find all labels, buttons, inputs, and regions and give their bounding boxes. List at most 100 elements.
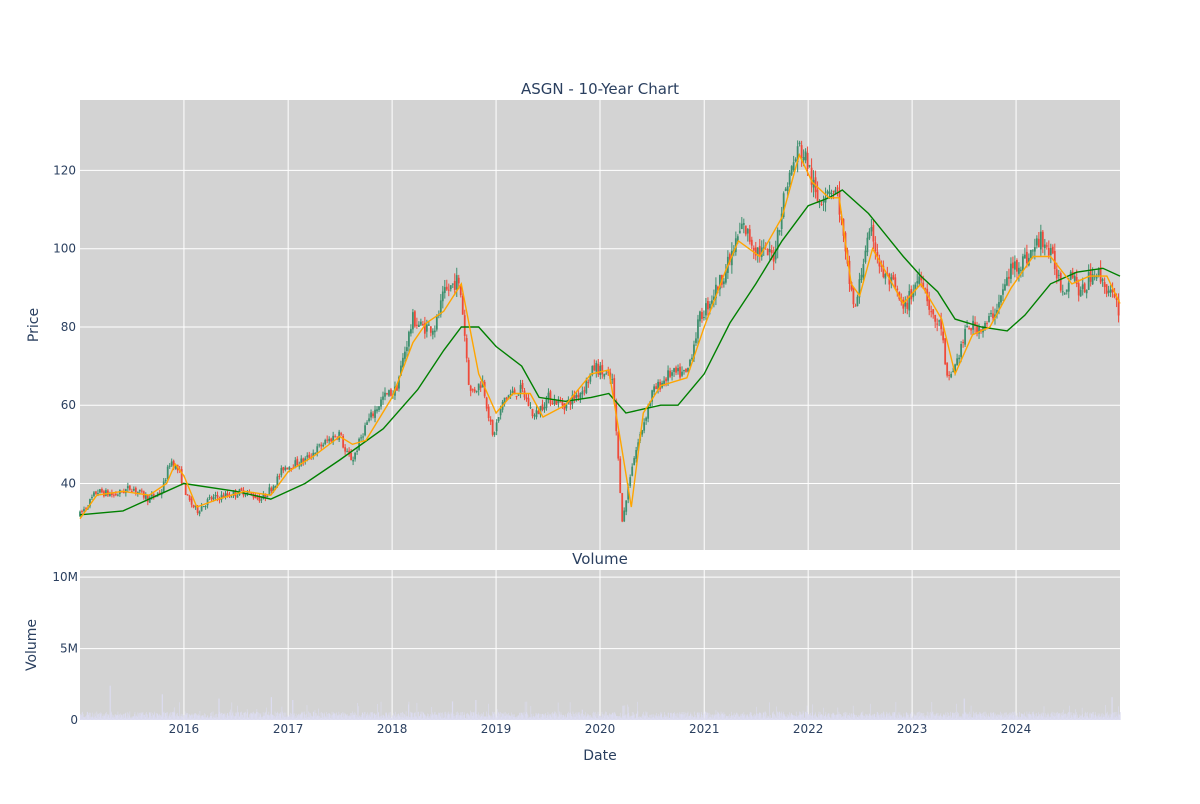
- candle-body: [796, 146, 799, 163]
- volume-bar: [1120, 712, 1121, 720]
- volume-bar: [359, 715, 360, 720]
- volume-bar: [323, 717, 324, 720]
- candle-body: [386, 393, 388, 395]
- volume-bar: [1020, 717, 1021, 720]
- volume-bar: [332, 715, 333, 720]
- volume-bar: [1023, 715, 1025, 720]
- volume-bar: [557, 702, 559, 720]
- volume-bar: [647, 716, 649, 720]
- candle-body: [435, 315, 438, 330]
- volume-bar: [149, 712, 151, 720]
- candle-body: [970, 327, 972, 331]
- volume-bar: [957, 713, 959, 720]
- volume-bar: [1018, 717, 1019, 720]
- candle-body: [164, 479, 167, 482]
- candle-body: [344, 447, 347, 452]
- volume-bar: [876, 714, 877, 720]
- volume-bar: [900, 715, 901, 720]
- volume-bar: [955, 703, 957, 720]
- volume-bar: [293, 715, 295, 720]
- volume-bar: [937, 713, 939, 720]
- candle-body: [499, 409, 502, 416]
- volume-bar: [379, 717, 381, 720]
- candle-body: [356, 450, 358, 452]
- candle-body: [232, 491, 235, 496]
- volume-bar: [552, 712, 553, 720]
- volume-bar: [487, 716, 488, 720]
- candle-body: [962, 342, 964, 344]
- candle-body: [461, 295, 464, 315]
- volume-bar: [119, 714, 120, 720]
- volume-bar: [773, 714, 775, 720]
- volume-bar: [696, 712, 698, 720]
- candle-body: [531, 408, 534, 417]
- volume-bar: [241, 715, 243, 720]
- candle-body: [244, 494, 247, 496]
- candle-body: [230, 496, 233, 498]
- volume-bar: [760, 712, 761, 720]
- volume-bar: [894, 712, 896, 720]
- volume-bar: [785, 716, 787, 720]
- volume-bar: [918, 715, 920, 720]
- volume-bar: [225, 714, 227, 720]
- volume-bar: [650, 714, 651, 720]
- candle-body: [832, 190, 835, 192]
- volume-bar: [761, 714, 763, 720]
- volume-bar: [609, 713, 610, 720]
- volume-bar: [221, 712, 222, 720]
- volume-bar: [315, 713, 316, 720]
- volume-bar: [654, 717, 655, 720]
- volume-bar: [511, 715, 513, 720]
- volume-bar: [371, 712, 373, 720]
- candle-body: [406, 347, 408, 352]
- volume-bar: [781, 713, 783, 720]
- volume-bar: [987, 717, 988, 720]
- volume-bar: [950, 715, 952, 720]
- volume-bar: [875, 716, 876, 720]
- volume-bar: [341, 717, 343, 720]
- volume-bar: [871, 715, 873, 720]
- volume-bar: [1009, 712, 1011, 720]
- volume-bar: [115, 715, 117, 720]
- volume-bar: [458, 716, 460, 720]
- volume-bar: [1016, 713, 1018, 720]
- volume-bar: [360, 717, 361, 720]
- volume-bar: [553, 713, 555, 720]
- volume-bar: [146, 711, 147, 720]
- volume-bar: [363, 717, 365, 720]
- volume-bar: [80, 713, 81, 720]
- volume-bar: [859, 716, 860, 720]
- candle-body: [354, 452, 356, 460]
- candle-body: [192, 504, 195, 508]
- volume-bar: [1083, 716, 1085, 720]
- volume-bar: [353, 714, 355, 720]
- volume-bar: [447, 713, 449, 720]
- volume-bar: [97, 714, 98, 720]
- volume-bar: [342, 711, 344, 720]
- volume-bar: [874, 714, 876, 720]
- volume-bar: [159, 713, 160, 720]
- volume-bar: [94, 712, 96, 720]
- volume-bar: [494, 717, 496, 720]
- volume-bar: [665, 714, 667, 720]
- volume-bar: [185, 714, 186, 720]
- volume-bar: [560, 715, 561, 720]
- candle-body: [996, 310, 998, 315]
- volume-bar: [855, 715, 857, 720]
- candle-body: [589, 373, 592, 382]
- volume-bar: [664, 712, 665, 720]
- volume-bar: [912, 712, 914, 720]
- candle-body: [497, 417, 500, 422]
- volume-bar: [802, 710, 804, 720]
- volume-bar: [369, 712, 371, 720]
- volume-bar: [1082, 717, 1084, 720]
- volume-bar: [777, 712, 779, 720]
- volume-bar: [586, 713, 588, 720]
- volume-bar: [307, 716, 309, 720]
- candle-body: [798, 142, 801, 145]
- volume-bar: [901, 715, 902, 720]
- volume-bar: [959, 717, 961, 720]
- candle-body: [1091, 274, 1094, 285]
